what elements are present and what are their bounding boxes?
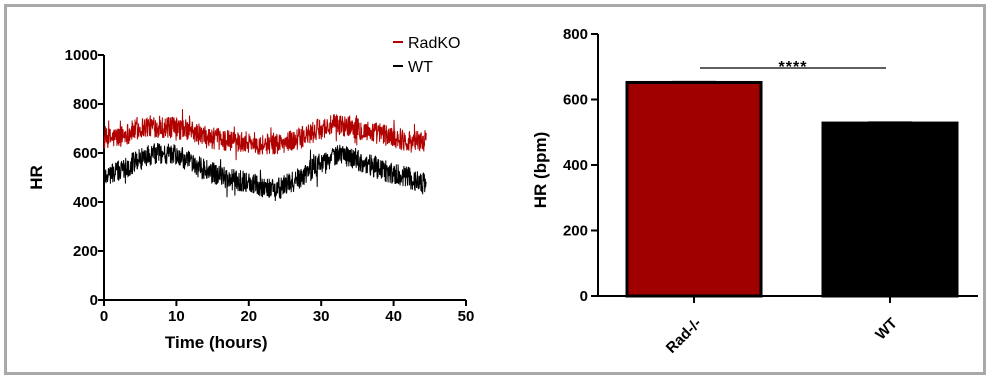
- bar-chart-x-tick-label: Rad-/-: [663, 315, 705, 357]
- bar-chart: 0 200 400 600 800 Rad-/- WT **** HR (bpm): [531, 26, 978, 357]
- bar-chart-y-tick-label: 0: [580, 288, 588, 305]
- bar-chart-y-tick-label: 200: [563, 223, 588, 240]
- bar-chart-y-tick-label: 400: [563, 157, 588, 174]
- line-chart-y-ticks: 0 200 400 600 800 1000: [65, 47, 104, 309]
- line-chart-y-tick-label: 0: [90, 292, 98, 309]
- bar-chart-x-ticks: Rad-/- WT: [663, 296, 901, 357]
- bar-chart-bars: [625, 80, 959, 298]
- bar-wt: [821, 121, 959, 298]
- line-chart-x-tick-label: 40: [385, 308, 402, 325]
- bar-chart-y-tick-label: 800: [563, 26, 588, 43]
- line-chart-x-tick-label: 0: [100, 308, 108, 325]
- line-chart-y-label: HR: [27, 165, 46, 190]
- line-series-radko: [103, 109, 427, 161]
- bar-chart-y-label: HR (bpm): [531, 132, 550, 208]
- line-chart-legend: RadKO WT: [393, 35, 460, 76]
- bar-chart-y-ticks: 0 200 400 600 800: [563, 26, 598, 305]
- line-chart-y-tick-label: 600: [73, 145, 98, 162]
- bar-chart-y-tick-label: 600: [563, 92, 588, 109]
- line-chart-x-tick-label: 50: [458, 308, 475, 325]
- line-series-wt: [103, 142, 427, 202]
- line-chart-x-tick-label: 10: [168, 308, 185, 325]
- line-chart: 0 200 400 600 800 1000 0 10 20 30 40 50 HR Time (h…: [27, 35, 474, 352]
- line-chart-y-tick-label: 800: [73, 96, 98, 113]
- legend-label-wt: WT: [408, 59, 433, 76]
- bar-rad-: [625, 80, 763, 298]
- line-chart-x-tick-label: 30: [313, 308, 330, 325]
- line-chart-y-tick-label: 200: [73, 243, 98, 260]
- line-chart-x-tick-label: 20: [240, 308, 257, 325]
- significance-label: ****: [779, 59, 808, 76]
- legend-label-radko: RadKO: [408, 35, 460, 52]
- significance-annotation: ****: [700, 59, 886, 76]
- line-chart-y-tick-label: 1000: [65, 47, 98, 64]
- line-chart-series-group: [103, 109, 427, 202]
- line-chart-x-ticks: 0 10 20 30 40 50: [100, 300, 475, 325]
- line-chart-x-label: Time (hours): [165, 333, 268, 352]
- bar-chart-x-tick-label: WT: [872, 315, 901, 344]
- line-chart-y-tick-label: 400: [73, 194, 98, 211]
